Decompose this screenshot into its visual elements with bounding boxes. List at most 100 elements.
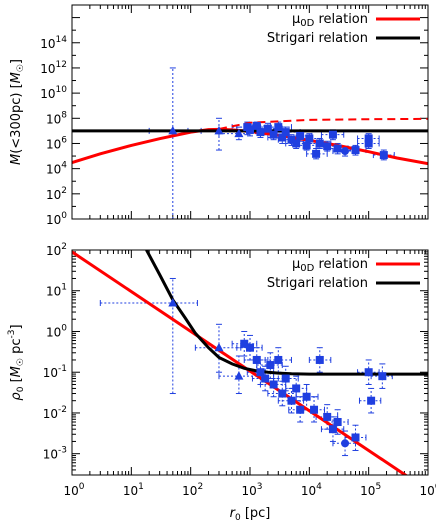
data-point-square	[315, 355, 324, 364]
y-tick-label: 106	[46, 135, 67, 151]
y-axis-label: M(<300pc) [M☉]	[9, 59, 26, 165]
legend: μ0D relation Strigari relation	[267, 12, 420, 46]
data-point-square	[333, 144, 342, 153]
legend-label: Strigari relation	[267, 276, 368, 291]
data-point-triangle	[214, 125, 224, 135]
data-point-square	[281, 374, 290, 383]
y-tick-label: 1012	[40, 60, 67, 76]
data-point-circle	[341, 147, 350, 156]
y-tick-labels: 100 102 104 106 108 1010 1012 1014	[40, 35, 67, 227]
data-point-square	[278, 133, 287, 142]
data-point-square	[246, 343, 254, 352]
data-point-square	[240, 339, 249, 348]
y-axis-label: ρ0 [M☉ pc-3]	[7, 324, 26, 400]
data-point-square	[302, 392, 311, 401]
data-point-triangle	[168, 125, 178, 135]
data-point-square	[246, 125, 254, 134]
x-tick-label: 102	[182, 482, 203, 498]
x-tick-label: 106	[419, 482, 436, 498]
data-point-square	[323, 412, 332, 421]
data-point-square	[328, 425, 337, 434]
data-point-square	[364, 139, 373, 148]
tick-marks	[71, 249, 429, 476]
data-point-square	[263, 124, 272, 133]
y-tick-label: 102	[46, 186, 67, 202]
data-point-triangle	[214, 342, 224, 352]
data-point-triangle	[234, 128, 244, 138]
error-bars	[148, 67, 395, 219]
data-point-square	[256, 128, 265, 137]
data-point-square	[312, 149, 321, 158]
x-tick-label: 100	[63, 482, 84, 498]
mu0D-relation-dashed-line	[218, 117, 428, 130]
y-tick-label: 108	[46, 110, 67, 126]
legend-label: Strigari relation	[267, 31, 368, 46]
data-point-square	[305, 134, 314, 143]
y-tick-label: 1010	[40, 85, 67, 101]
data-point-square	[328, 130, 337, 139]
axes-frame	[71, 249, 429, 476]
data-point-square	[274, 355, 283, 364]
x-tick-label: 105	[360, 482, 381, 498]
data-point-square	[252, 355, 261, 364]
x-axis-label: r0 [pc]	[230, 506, 271, 523]
data-point-square	[302, 141, 311, 150]
data-point-triangle	[168, 298, 178, 307]
x-tick-label: 101	[123, 482, 144, 498]
data-point-square	[315, 139, 324, 148]
tick-marks	[71, 4, 429, 220]
data-point-square	[367, 396, 376, 405]
data-point-square	[287, 396, 296, 405]
data-point-square	[252, 121, 261, 130]
data-point-square	[378, 372, 387, 381]
data-markers	[168, 121, 388, 160]
data-point-square	[379, 151, 388, 160]
data-markers	[168, 298, 387, 448]
y-tick-label: 10-1	[43, 364, 67, 380]
data-point-square	[296, 131, 305, 140]
data-point-square	[256, 368, 265, 377]
data-point-circle	[341, 439, 350, 448]
data-point-square	[274, 123, 283, 132]
data-point-square	[281, 128, 290, 137]
data-point-triangle	[234, 371, 244, 380]
data-point-square	[266, 361, 275, 370]
data-point-square	[296, 405, 305, 414]
strigari-relation-line	[145, 250, 428, 376]
y-tick-label: 1014	[40, 35, 67, 51]
data-point-square	[351, 146, 360, 155]
data-point-square	[333, 417, 342, 426]
data-point-square	[269, 380, 278, 389]
x-tick-label: 104	[301, 482, 322, 498]
plot-area	[72, 250, 428, 475]
y-tick-label: 100	[46, 211, 67, 227]
data-point-square	[269, 130, 278, 139]
legend-label: μ0D relation	[292, 12, 368, 29]
y-tick-label: 104	[46, 161, 67, 177]
panel-mass-within-300pc: 100 102 104 106 108 1010 1012 1014 μ0D relation S…	[9, 4, 429, 227]
y-tick-label: 100	[46, 323, 67, 339]
data-point-square	[323, 142, 332, 151]
legend-label: μ0D relation	[292, 257, 368, 274]
data-point-square	[287, 135, 296, 144]
y-tick-label: 102	[46, 242, 67, 258]
y-tick-label: 10-3	[43, 446, 67, 462]
axes-frame	[71, 4, 429, 220]
data-point-square	[292, 139, 301, 148]
y-tick-labels: 10-3 10-2 10-1 100 101 102	[43, 242, 68, 462]
data-point-square	[364, 368, 373, 377]
x-tick-label: 103	[241, 482, 262, 498]
data-point-square	[278, 389, 287, 398]
y-tick-label: 10-2	[43, 405, 67, 421]
x-tick-labels: 100 101 102 103 104 105 106	[63, 482, 436, 498]
data-point-square	[364, 134, 373, 143]
data-point-square	[292, 384, 301, 393]
y-tick-label: 101	[46, 283, 67, 299]
plot-area	[72, 67, 428, 219]
data-point-square	[310, 405, 319, 414]
legend: μ0D relation Strigari relation	[267, 257, 420, 291]
data-point-square	[351, 433, 360, 442]
data-point-square	[261, 374, 270, 383]
